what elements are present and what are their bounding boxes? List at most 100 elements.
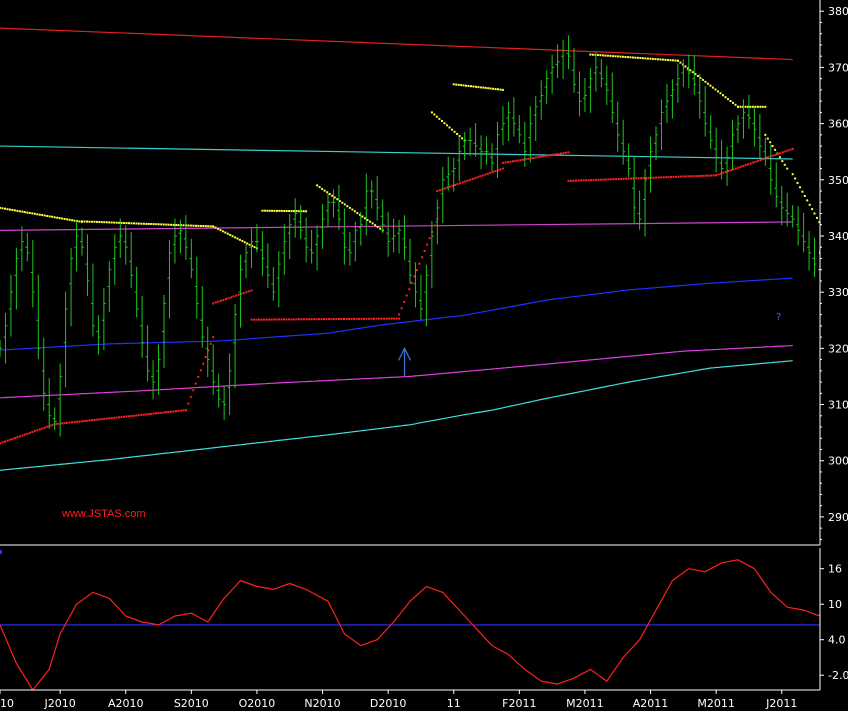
x-tick-label: O2010 <box>239 697 276 710</box>
stop-dot <box>326 191 329 194</box>
stop-dot <box>727 170 730 172</box>
y-tick-label: 300 <box>828 455 848 468</box>
stop-dot <box>230 296 233 299</box>
stop-dot <box>813 212 816 215</box>
stop-dot <box>199 369 202 372</box>
stop-dot <box>764 133 767 136</box>
stop-dot <box>595 178 598 181</box>
stop-dot <box>651 57 654 60</box>
series-line-5 <box>0 360 793 471</box>
stop-dot <box>582 179 585 182</box>
stop-dot <box>734 103 737 106</box>
stop-dot <box>28 431 31 434</box>
stop-dot <box>640 177 643 180</box>
stop-dot <box>78 420 81 423</box>
stop-dot <box>464 180 467 183</box>
stop-dot <box>642 177 645 180</box>
stop-dot <box>714 88 717 91</box>
stop-dot <box>501 161 504 164</box>
stop-dot <box>380 317 383 320</box>
stop-dot <box>791 147 794 150</box>
stop-dot <box>88 220 91 223</box>
stop-dot <box>175 410 177 413</box>
stop-dot <box>604 54 607 57</box>
stop-dot <box>283 318 285 321</box>
stop-dot <box>801 190 804 193</box>
stop-dot <box>388 317 391 320</box>
stop-dot <box>240 292 243 295</box>
stop-dot <box>368 317 370 320</box>
stop-dot <box>123 222 126 224</box>
stop-dot <box>601 54 604 57</box>
stop-dot <box>692 175 695 178</box>
stop-dot <box>675 175 678 178</box>
stop-dot <box>494 170 497 173</box>
y-tick-label: 370 <box>828 61 848 74</box>
x-tick-label: 2010 <box>0 697 14 710</box>
stop-dot <box>373 317 375 320</box>
stop-dot <box>68 218 71 221</box>
stop-dot <box>105 221 108 224</box>
stop-dot <box>484 173 487 176</box>
x-tick-label: N2010 <box>304 697 340 710</box>
stop-dot <box>359 213 361 216</box>
stop-dot <box>275 318 278 321</box>
stop-dot <box>118 221 121 224</box>
annotation-question-mark: ? <box>776 312 781 323</box>
x-tick-label: F2011 <box>502 697 536 710</box>
stop-dot <box>305 210 308 213</box>
stop-dot <box>806 199 809 202</box>
stop-dot <box>619 55 622 58</box>
stop-dot <box>676 59 679 62</box>
stop-dot <box>682 175 685 178</box>
stop-dot <box>589 53 592 56</box>
stop-dot <box>774 148 777 151</box>
stop-dot <box>290 210 293 213</box>
stop-dot <box>209 342 212 345</box>
stop-dot <box>355 317 358 320</box>
stop-dot <box>288 318 290 321</box>
stop-dot <box>323 189 326 192</box>
stop-dot <box>457 83 460 86</box>
stop-dot <box>43 214 46 217</box>
stop-dot <box>667 176 670 179</box>
stop-dot <box>63 422 66 425</box>
stop-dot <box>413 275 416 278</box>
stop-dot <box>626 56 629 59</box>
stop-dot <box>448 126 451 129</box>
stop-dot <box>570 179 572 182</box>
stop-dot <box>356 212 359 215</box>
stop-dot <box>120 416 123 418</box>
stop-dot <box>147 222 150 225</box>
stop-dot <box>711 86 714 89</box>
stop-dot <box>612 178 615 181</box>
stop-dot <box>781 151 784 154</box>
stop-dot <box>517 159 520 162</box>
stop-dot <box>443 187 446 190</box>
stop-dot <box>152 412 155 415</box>
stop-dot <box>636 56 639 59</box>
stop-dot <box>687 175 690 178</box>
stop-dot <box>722 94 724 97</box>
stop-dot <box>318 318 320 321</box>
stop-dot <box>285 210 288 212</box>
stop-dot <box>415 269 418 272</box>
stop-dot <box>390 317 393 320</box>
stop-dot <box>611 55 614 58</box>
stop-dot <box>400 307 403 310</box>
stop-dot <box>48 215 51 218</box>
stop-dot <box>729 100 732 102</box>
stop-dot <box>115 221 118 224</box>
stop-dot <box>462 84 465 87</box>
stop-dot <box>547 154 550 157</box>
stop-dot <box>175 224 178 226</box>
stop-dot <box>632 177 635 180</box>
stop-dot <box>591 53 594 56</box>
stop-dot <box>266 209 269 212</box>
stop-dot <box>328 318 330 321</box>
y-tick-label: 350 <box>828 174 848 187</box>
stop-dot <box>4 440 6 443</box>
stop-dot <box>23 433 26 436</box>
stop-dot <box>729 169 732 172</box>
